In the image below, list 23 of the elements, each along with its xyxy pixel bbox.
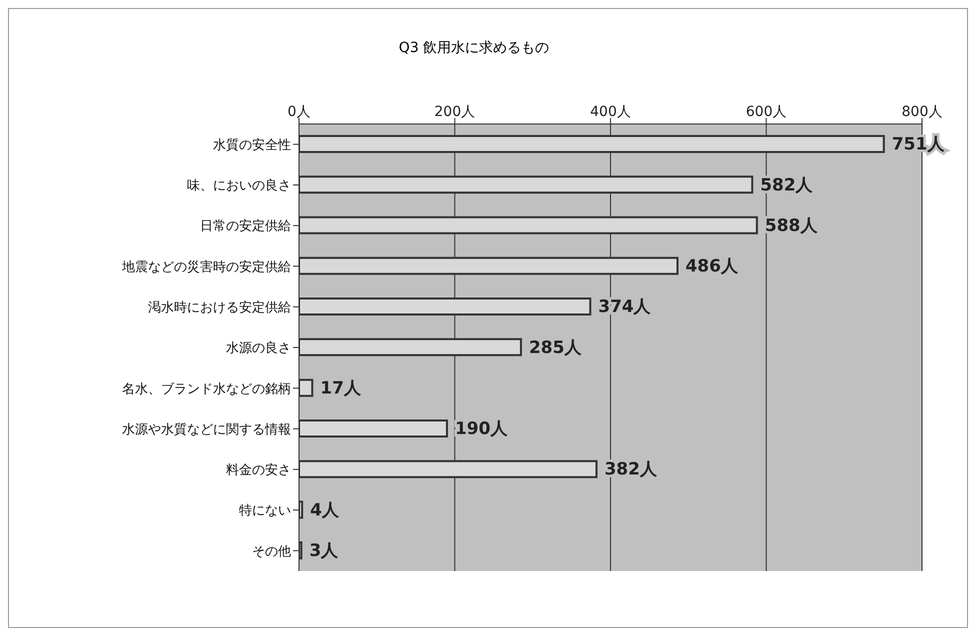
- x-tick-label: 0人: [288, 104, 310, 120]
- y-tick-label: 料金の安さ: [226, 462, 291, 478]
- x-tick-label: 600人: [746, 104, 787, 120]
- y-tick-label: 特にない: [239, 504, 291, 519]
- data-label: 285人: [528, 338, 582, 358]
- data-label: 190人: [454, 419, 508, 440]
- x-tick-label: 400人: [590, 104, 631, 120]
- y-tick-label: 地震などの災害時の安定供給: [121, 258, 291, 275]
- y-tick-label: 名水、ブランド水などの銘柄: [122, 382, 291, 397]
- chart-title: Q3 飲用水に求めるもの: [398, 39, 550, 57]
- x-tick-label: 200人: [434, 104, 476, 120]
- data-label: 4人: [310, 500, 340, 520]
- data-label: 3人: [309, 541, 340, 562]
- data-label: 17人: [320, 378, 362, 398]
- x-tick-label: 800人: [902, 104, 942, 120]
- y-tick-label: その他: [252, 544, 291, 560]
- y-tick-label: 水源や水質などに関する情報: [122, 422, 291, 438]
- y-tick-label: 日常の安定供給: [200, 218, 291, 234]
- y-tick-label: 水質の安全性: [213, 136, 291, 153]
- y-tick-label: 味、においの良さ: [187, 178, 291, 194]
- y-tick-label: 水源の良さ: [226, 341, 291, 356]
- data-label: 486人: [685, 256, 739, 277]
- y-tick-label: 渇水時における安定供給: [148, 299, 291, 316]
